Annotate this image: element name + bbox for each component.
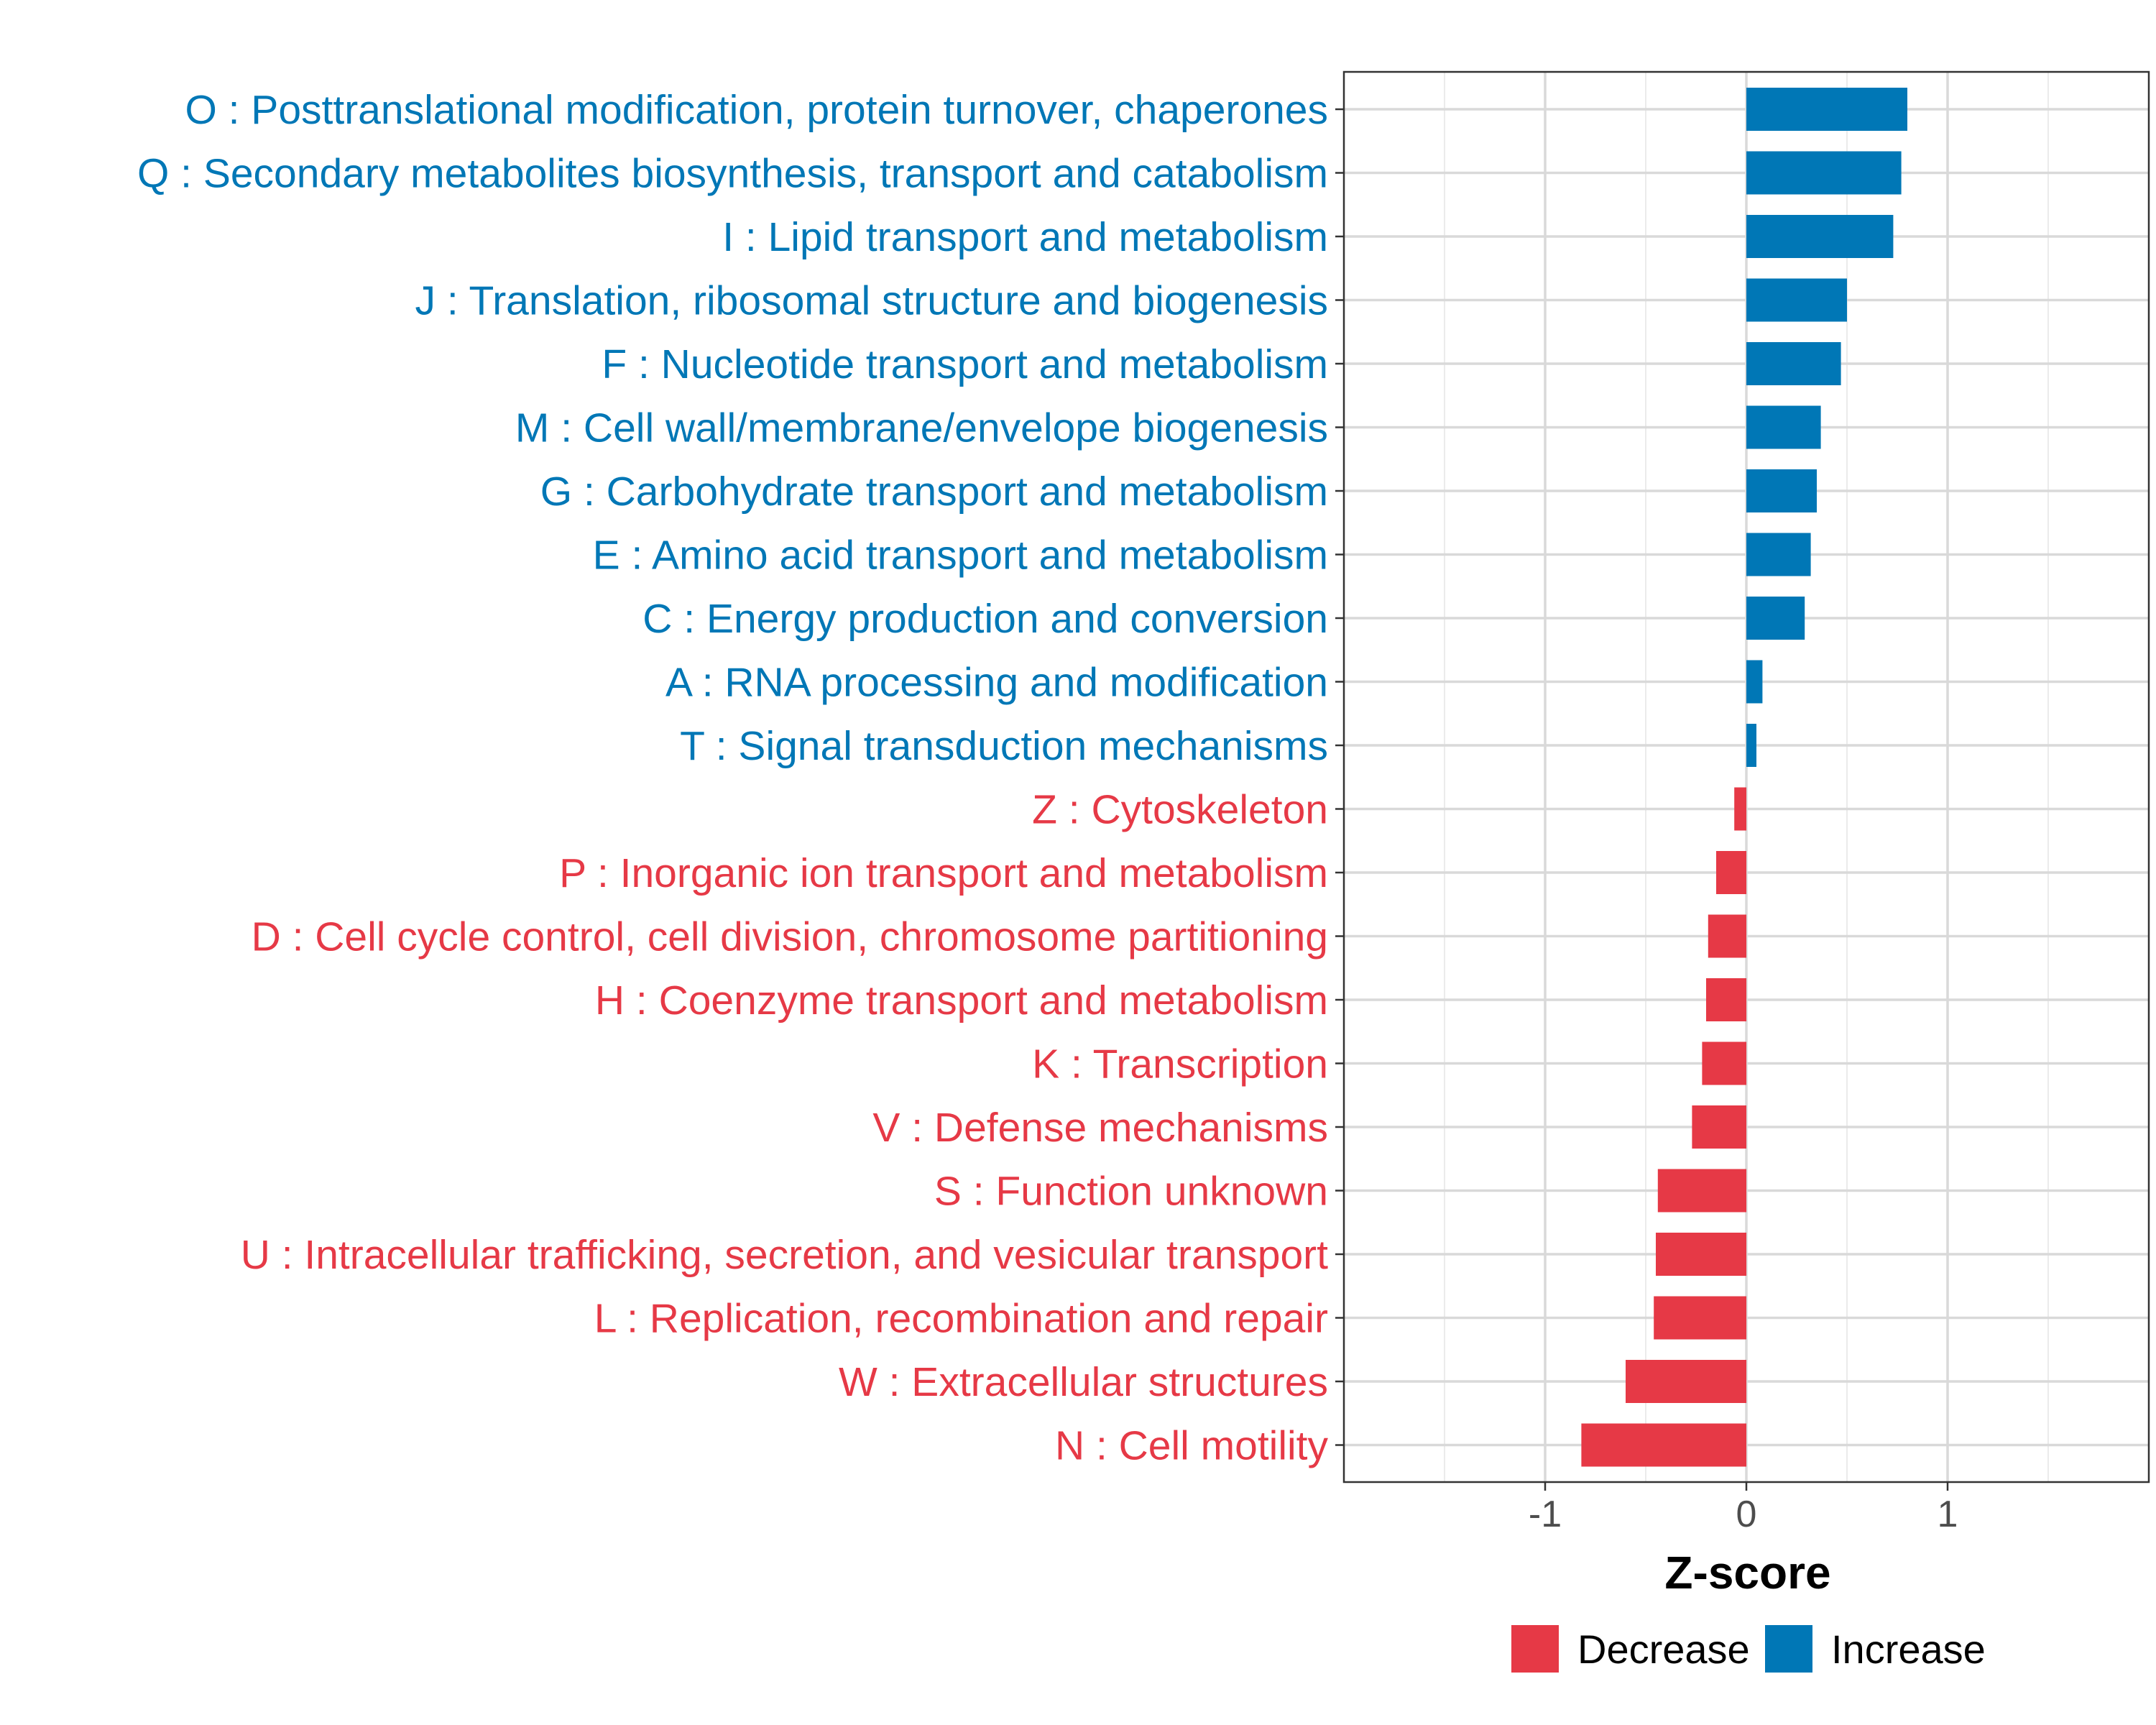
x-tick-label: 1 <box>1938 1494 1958 1535</box>
y-tick-label: O : Posttranslational modification, prot… <box>185 87 1328 133</box>
bar <box>1746 215 1894 258</box>
y-tick-label: M : Cell wall/membrane/envelope biogenes… <box>515 405 1328 451</box>
y-tick-label: C : Energy production and conversion <box>642 596 1328 642</box>
legend-swatch <box>1511 1625 1559 1673</box>
y-tick-label: F : Nucleotide transport and metabolism <box>602 341 1328 387</box>
bar <box>1746 597 1805 640</box>
y-tick-label: V : Defense mechanisms <box>872 1105 1328 1151</box>
x-axis-title: Z-score <box>1664 1547 1830 1598</box>
bar <box>1746 151 1902 195</box>
bar <box>1746 724 1756 767</box>
y-axis-labels: O : Posttranslational modification, prot… <box>137 87 1329 1469</box>
legend: Decrease Increase <box>1511 1625 1986 1673</box>
y-tick-label: Z : Cytoskeleton <box>1032 787 1328 833</box>
y-tick-label: S : Function unknown <box>934 1169 1328 1215</box>
y-tick-label: J : Translation, ribosomal structure and… <box>415 278 1328 324</box>
y-tick-label: T : Signal transduction mechanisms <box>680 723 1328 769</box>
y-tick-label: H : Coenzyme transport and metabolism <box>595 978 1328 1024</box>
bar <box>1581 1423 1746 1467</box>
bar <box>1746 405 1821 449</box>
bar <box>1734 787 1746 831</box>
x-tick-label: 0 <box>1736 1494 1757 1535</box>
y-tick-label: K : Transcription <box>1032 1041 1328 1087</box>
bars <box>1581 88 1907 1467</box>
x-axis-ticks: -1 0 1 <box>1529 1482 1958 1535</box>
y-tick-label: A : RNA processing and modification <box>665 660 1328 706</box>
bar <box>1746 88 1907 131</box>
bar <box>1716 851 1746 894</box>
bar <box>1656 1233 1746 1276</box>
bar <box>1746 660 1763 704</box>
y-tick-label: N : Cell motility <box>1055 1423 1329 1469</box>
y-axis-ticks <box>1335 108 1344 1446</box>
y-tick-label: L : Replication, recombination and repai… <box>594 1296 1328 1342</box>
bar <box>1626 1360 1746 1403</box>
bar <box>1702 1041 1746 1085</box>
bar <box>1657 1169 1746 1213</box>
bar <box>1654 1296 1746 1340</box>
legend-label: Decrease <box>1577 1627 1750 1672</box>
y-tick-label: G : Carbohydrate transport and metabolis… <box>540 469 1328 515</box>
bar <box>1746 278 1847 322</box>
x-tick-label: -1 <box>1529 1494 1562 1535</box>
bar <box>1692 1105 1746 1149</box>
bar <box>1708 914 1746 958</box>
y-tick-label: W : Extracellular structures <box>839 1359 1328 1405</box>
bar <box>1746 469 1817 512</box>
y-tick-label: D : Cell cycle control, cell division, c… <box>252 914 1328 960</box>
y-tick-label: I : Lipid transport and metabolism <box>722 214 1328 260</box>
legend-swatch <box>1765 1625 1812 1673</box>
y-tick-label: E : Amino acid transport and metabolism <box>593 533 1328 579</box>
bar <box>1706 978 1746 1021</box>
legend-label: Increase <box>1831 1627 1986 1672</box>
y-tick-label: U : Intracellular trafficking, secretion… <box>241 1232 1328 1278</box>
y-tick-label: Q : Secondary metabolites biosynthesis, … <box>137 151 1328 197</box>
bar <box>1746 342 1841 385</box>
y-tick-label: P : Inorganic ion transport and metaboli… <box>559 850 1328 896</box>
bar <box>1746 533 1811 576</box>
